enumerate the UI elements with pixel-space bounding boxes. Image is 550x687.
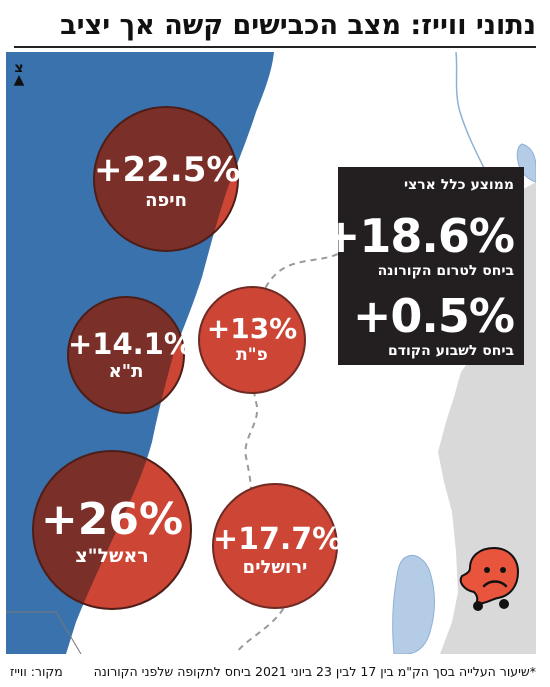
- waze-sad-face-icon: [459, 546, 520, 611]
- north-indicator: צ ▲: [10, 60, 28, 88]
- source: מקור: ווייז: [10, 664, 63, 679]
- label-petah-tikva: +13% פ"ת: [199, 312, 305, 365]
- north-label: צ: [14, 60, 24, 76]
- label-tel-aviv: +14.1% ת"א: [68, 327, 193, 382]
- gaza-border: [6, 611, 82, 654]
- tel-aviv-value: +14.1%: [68, 327, 193, 361]
- north-arrow-icon: ▲: [13, 72, 25, 88]
- label-rishon-lezion: +26% ראשל"צ: [33, 494, 191, 567]
- summary-pre-covid-value: +18.6%: [321, 209, 515, 263]
- rishon-lezion-value: +26%: [40, 494, 184, 545]
- footnote: *שיעור העלייה בסך הק"מ בין 17 לבין 23 בי…: [93, 664, 536, 679]
- summary-last-week-value: +0.5%: [352, 289, 515, 343]
- sea-of-galilee: [516, 143, 536, 183]
- bubble-petah-tikva[interactable]: [198, 286, 306, 394]
- page-title: נתוני ווייז: מצב הכבישים קשה אך יציב: [14, 6, 536, 48]
- green-line: [235, 246, 347, 654]
- dead-sea: [392, 555, 435, 654]
- east-region: [438, 182, 536, 654]
- summary-heading: ממוצע כלל ארצי: [403, 177, 514, 193]
- summary-box: ממוצע כלל ארצי +18.6% ביחס לטרום הקורונה…: [322, 167, 524, 365]
- jerusalem-name: ירושלים: [242, 557, 308, 578]
- label-jerusalem: +17.7% ירושלים: [213, 522, 343, 578]
- haifa-value: +22.5%: [94, 150, 241, 190]
- bubble-jerusalem[interactable]: [212, 483, 338, 609]
- jerusalem-value: +17.7%: [213, 522, 343, 557]
- bubble-rishon-lezion[interactable]: [32, 450, 192, 610]
- summary-last-week-label: ביחס לשבוע הקודם: [387, 343, 514, 359]
- bubble-tel-aviv[interactable]: [67, 296, 185, 414]
- summary-pre-covid-label: ביחס לטרום הקורונה: [377, 263, 514, 279]
- petah-tikva-name: פ"ת: [236, 345, 268, 365]
- tel-aviv-name: ת"א: [108, 361, 144, 382]
- haifa-name: חיפה: [145, 190, 187, 211]
- label-haifa: +22.5% חיפה: [94, 150, 241, 211]
- petah-tikva-value: +13%: [206, 312, 298, 345]
- bubble-haifa[interactable]: [93, 106, 239, 252]
- rishon-lezion-name: ראשל"צ: [75, 545, 149, 567]
